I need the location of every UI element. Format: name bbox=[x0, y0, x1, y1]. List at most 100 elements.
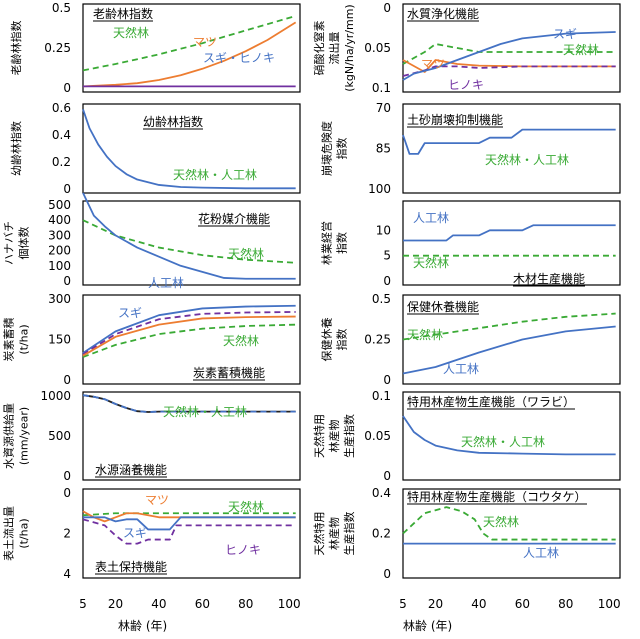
series-annotation: 天然林 bbox=[228, 499, 264, 514]
y-axis-label: 保健休養 bbox=[320, 318, 334, 362]
series-annotation: 天然林・人工林 bbox=[163, 404, 247, 419]
y-axis-label: (t/ha) bbox=[18, 324, 31, 354]
x-tick-label: 80 bbox=[558, 597, 573, 611]
series-annotation: 天然林 bbox=[563, 42, 599, 57]
panel-frame bbox=[82, 488, 301, 579]
y-axis-label: 硝酸化窒素 bbox=[312, 21, 326, 76]
series-annotation: スギ bbox=[118, 306, 142, 320]
y-tick-label: 150 bbox=[48, 333, 71, 347]
y-axis-label: 流出量 bbox=[327, 32, 341, 65]
y-tick-label: 5 bbox=[383, 249, 391, 263]
series-annotation: スギ bbox=[553, 27, 577, 41]
y-tick-label: 400 bbox=[48, 213, 71, 227]
panel-title: 表土保持機能 bbox=[95, 559, 167, 574]
panel-frame bbox=[82, 103, 301, 194]
y-tick-label: 0.25 bbox=[44, 41, 71, 55]
series-annotation: 天然林 bbox=[223, 333, 259, 348]
y-tick-label: 70 bbox=[376, 101, 391, 115]
series-line-天然林・人工林 bbox=[402, 128, 616, 155]
panel-frame bbox=[402, 103, 621, 194]
y-tick-label: 100 bbox=[48, 259, 71, 273]
series-annotation: 天然林・人工林 bbox=[485, 152, 569, 167]
y-tick-label: 0.5 bbox=[372, 292, 391, 306]
y-tick-label: 0 bbox=[63, 469, 71, 483]
panel-frame bbox=[402, 200, 621, 286]
series-line-天然林 bbox=[82, 323, 296, 358]
series-annotation: マツ bbox=[421, 57, 445, 71]
y-tick-label: 0 bbox=[63, 373, 71, 387]
series-annotation: 天然林・人工林 bbox=[461, 434, 545, 449]
series-line-マツ bbox=[82, 315, 296, 357]
y-tick-label: 0 bbox=[383, 469, 391, 483]
series-line-天然林 bbox=[82, 15, 296, 72]
panel-frame bbox=[82, 200, 301, 286]
series-annotation: 天然林・人工林 bbox=[173, 167, 257, 182]
series-line-天然林・人工林 bbox=[82, 109, 296, 190]
y-axis-label: 林産物 bbox=[327, 420, 341, 453]
series-annotation: 人工林 bbox=[148, 276, 184, 290]
y-tick-label: 0.1 bbox=[372, 81, 391, 95]
y-tick-label: 300 bbox=[48, 228, 71, 242]
series-annotation: ヒノキ bbox=[225, 543, 261, 557]
series-line-人工林 bbox=[403, 224, 616, 242]
panel-title: 特用林産物生産機能（コウタケ） bbox=[407, 489, 587, 504]
y-axis-label: (kgN/ha/yr/mm) bbox=[343, 4, 356, 91]
y-tick-label: 500 bbox=[48, 198, 71, 212]
y-tick-label: 0.2 bbox=[52, 155, 71, 169]
y-tick-label: 0.1 bbox=[372, 389, 391, 403]
x-tick-label: 40 bbox=[471, 597, 486, 611]
series-annotation: マツ bbox=[193, 35, 217, 49]
panel-title: 花粉媒介機能 bbox=[198, 211, 270, 226]
y-tick-label: 0 bbox=[383, 1, 391, 15]
y-axis-label: (t/ha) bbox=[18, 518, 31, 548]
y-tick-label: 10 bbox=[376, 223, 391, 237]
panel-title: 炭素蓄積機能 bbox=[193, 365, 265, 380]
y-tick-label: 0.05 bbox=[364, 41, 391, 55]
y-tick-label: 2 bbox=[63, 527, 71, 541]
y-tick-label: 0 bbox=[63, 182, 71, 196]
y-tick-label: 0 bbox=[63, 274, 71, 288]
series-annotation: 天然林 bbox=[228, 246, 264, 261]
series-annotation: ヒノキ bbox=[448, 78, 484, 92]
x-axis-title: 林齢 (年) bbox=[118, 618, 167, 633]
x-tick-label: 20 bbox=[108, 597, 123, 611]
panel-title: 特用林産物生産機能（ワラビ） bbox=[407, 394, 575, 409]
y-tick-label: 4 bbox=[63, 567, 71, 581]
series-annotation: 人工林 bbox=[443, 362, 479, 376]
panel-title: 水源涵養機能 bbox=[95, 462, 167, 477]
series-line-スギ bbox=[82, 304, 296, 354]
y-tick-label: 200 bbox=[48, 244, 71, 258]
y-tick-label: 0.4 bbox=[52, 128, 71, 142]
panel-warabi: 0 0.05 0.1 天然特用 林産物 生産指数 特用林産物生産機能（ワラビ） 天然林・人工林 bbox=[312, 389, 621, 483]
y-axis-label: 指数 bbox=[335, 138, 349, 160]
y-axis-label: 幼齢林指数 bbox=[9, 121, 23, 176]
series-line-天然林 bbox=[402, 312, 616, 341]
y-axis-label: 生産指数 bbox=[342, 414, 356, 458]
y-axis-label: ハナバチ bbox=[3, 221, 16, 265]
panel-frame bbox=[82, 391, 301, 481]
series-line-スギ bbox=[402, 31, 616, 81]
y-axis-label: 林業経営 bbox=[320, 221, 334, 265]
series-line-天然林・人工林 bbox=[402, 415, 616, 456]
x-axis-title: 林齢 (年) bbox=[403, 618, 452, 633]
y-tick-label: 1000 bbox=[40, 389, 71, 403]
series-annotation: 天然林 bbox=[483, 514, 519, 529]
y-axis-label: 天然特用 bbox=[312, 414, 326, 458]
panel-frame bbox=[402, 3, 621, 93]
series-line-天然林 bbox=[82, 219, 296, 264]
y-tick-label: 300 bbox=[48, 292, 71, 306]
series-annotation: 天然林 bbox=[413, 255, 449, 270]
x-tick-label: 100 bbox=[278, 597, 301, 611]
y-tick-label: 500 bbox=[48, 429, 71, 443]
y-axis-label: 指数 bbox=[335, 329, 349, 351]
panel-water_supply: 0 500 1000 水資源供給量 (mm/year) 水源涵養機能 天然林・人工林 bbox=[2, 389, 301, 483]
series-line-人工林 bbox=[82, 394, 296, 413]
x-tick-label: 20 bbox=[428, 597, 443, 611]
